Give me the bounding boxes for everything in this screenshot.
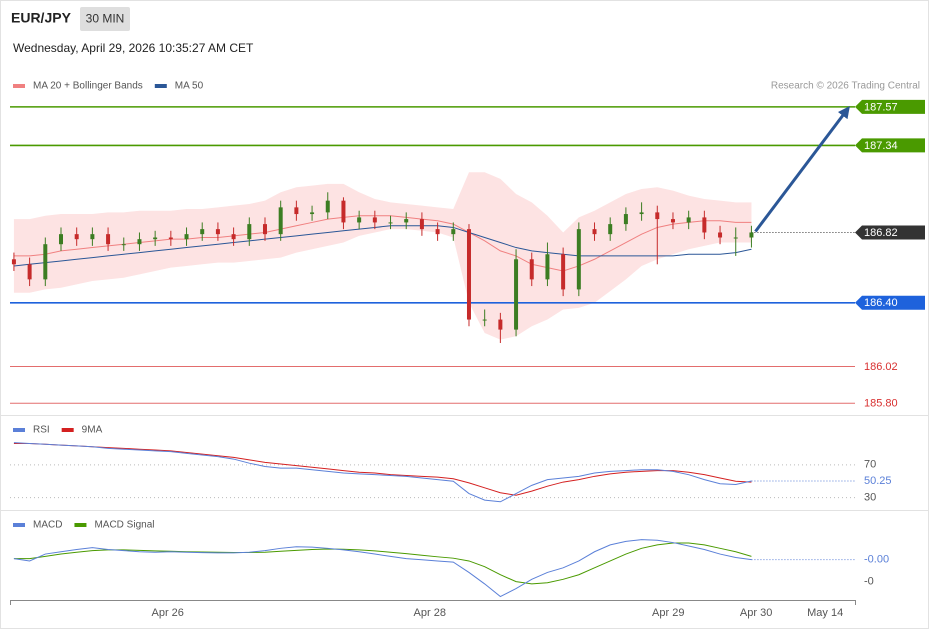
series-line <box>13 215 752 272</box>
legend-label: MACD Signal <box>94 520 154 531</box>
candle-body <box>686 217 691 223</box>
candle-body <box>545 254 550 280</box>
candle-body <box>27 264 32 280</box>
interval-chip[interactable] <box>80 7 130 31</box>
candle-body <box>310 212 315 215</box>
candle-body <box>388 222 393 224</box>
level-label: 187.34 <box>864 140 898 152</box>
x-tick-label: Apr 26 <box>151 607 183 619</box>
level-badge <box>855 295 925 310</box>
legend-swatch <box>13 84 25 88</box>
candle-body <box>168 237 173 240</box>
candle-body <box>608 224 613 235</box>
candle-body <box>733 237 738 239</box>
legend-label: MACD <box>33 520 62 531</box>
candle-body <box>592 229 597 235</box>
x-tick-label: Apr 30 <box>740 607 772 619</box>
legend-swatch <box>13 523 25 527</box>
candle-body <box>200 229 205 235</box>
candle-body <box>106 234 111 245</box>
level-label: 186.02 <box>864 361 898 373</box>
level-label: 185.80 <box>864 398 898 410</box>
target-arrow <box>754 106 850 233</box>
candle-body <box>372 217 377 223</box>
series-line <box>13 442 752 503</box>
candle-body <box>561 254 566 290</box>
level-badge <box>855 99 925 114</box>
candle-body <box>623 214 628 225</box>
candle-body <box>498 319 503 330</box>
candle-body <box>121 244 126 246</box>
level-label: 186.40 <box>864 297 898 309</box>
candle-body <box>357 217 362 223</box>
candle-body <box>262 224 267 235</box>
candle-body <box>576 229 581 290</box>
candle-body <box>435 229 440 235</box>
candle-body <box>325 200 330 213</box>
series-line <box>13 225 752 267</box>
x-tick-label: May 14 <box>807 607 843 619</box>
candle-body <box>137 239 142 245</box>
candle-body <box>482 319 487 321</box>
bollinger-band <box>13 172 752 340</box>
candle-body <box>529 259 534 280</box>
level-label: 187.57 <box>864 101 898 113</box>
legend-label: 9MA <box>82 425 103 436</box>
candle-body <box>11 259 16 265</box>
candle-body <box>639 212 644 215</box>
candle-body <box>184 234 189 240</box>
candle-body <box>419 219 424 230</box>
candle-body <box>90 234 95 240</box>
current-value-label: -0.00 <box>864 553 889 565</box>
candle-body <box>404 219 409 223</box>
candle-body <box>466 229 471 320</box>
legend-swatch <box>61 428 74 432</box>
y-tick-label: 30 <box>864 492 876 504</box>
y-tick-label: -0 <box>864 576 874 588</box>
x-tick-label: Apr 28 <box>414 607 446 619</box>
candle-body <box>514 259 519 330</box>
credit: Research © 2026 Trading Central <box>771 81 920 92</box>
candle-body <box>278 207 283 235</box>
legend-swatch <box>154 84 167 88</box>
legend-label: RSI <box>33 425 50 436</box>
candle-body <box>215 229 220 235</box>
candle-body <box>655 212 660 220</box>
candle-body <box>718 232 723 238</box>
series-line <box>13 539 752 598</box>
series-line <box>13 542 752 585</box>
timestamp: Wednesday, April 29, 2026 10:35:27 AM CE… <box>13 41 254 55</box>
candle-body <box>670 219 675 223</box>
level-label: 186.82 <box>864 227 898 239</box>
candle-body <box>341 200 346 223</box>
x-tick-label: Apr 29 <box>652 607 684 619</box>
current-value-label: 50.25 <box>864 475 892 487</box>
candle-body <box>451 229 456 235</box>
legend-swatch <box>13 428 25 432</box>
candle-body <box>749 232 754 238</box>
series-line <box>13 442 752 496</box>
y-tick-label: 70 <box>864 459 876 471</box>
level-badge <box>855 225 925 240</box>
legend-label: MA 50 <box>175 81 204 92</box>
candle-body <box>43 244 48 280</box>
legend-swatch <box>74 523 87 527</box>
symbol: EUR/JPY <box>11 10 72 26</box>
candle-body <box>294 207 299 215</box>
level-badge <box>855 138 925 153</box>
candle-body <box>153 237 158 240</box>
candle-body <box>74 234 79 240</box>
candle-body <box>231 234 236 240</box>
candle-body <box>247 224 252 240</box>
candle-body <box>58 234 63 245</box>
candle-body <box>702 217 707 233</box>
interval[interactable]: 30 MIN <box>86 12 125 26</box>
legend-label: MA 20 + Bollinger Bands <box>33 81 143 92</box>
